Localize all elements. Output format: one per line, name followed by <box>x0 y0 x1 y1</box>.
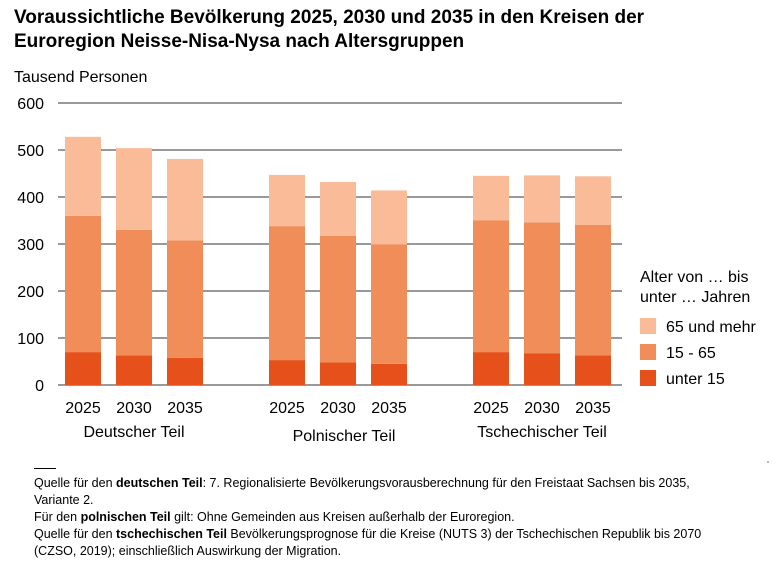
bar-65-plus-1-2035 <box>371 190 407 245</box>
source-notes: Quelle für den deutschen Teil: 7. Region… <box>34 475 754 560</box>
source-text: Quelle für den <box>34 476 116 490</box>
bar-15-65-1-2030 <box>320 236 356 363</box>
y-tick-label-300: 300 <box>17 237 44 254</box>
group-label-0: Deutscher Teil <box>83 424 184 441</box>
bar-15-65-2-2030 <box>524 222 560 354</box>
chart-title-line-2: Euroregion Neisse-Nisa-Nysa nach Altersg… <box>14 31 465 52</box>
bar-under-15-2-2035 <box>575 355 611 385</box>
x-tick-label-1-2035: 2035 <box>371 400 407 417</box>
source-bold: tschechischen Teil <box>116 527 227 541</box>
x-tick-label-2-2030: 2030 <box>524 400 560 417</box>
y-tick-label-500: 500 <box>17 143 44 160</box>
legend-swatch-under-15 <box>640 370 656 386</box>
legend-label-15-65: 15 - 65 <box>666 345 716 362</box>
y-tick-label-400: 400 <box>17 190 44 207</box>
x-tick-label-2-2025: 2025 <box>473 400 509 417</box>
x-tick-label-0-2025: 2025 <box>65 400 101 417</box>
y-axis-label: Tausend Personen <box>14 69 148 86</box>
bar-15-65-0-2035 <box>167 240 203 358</box>
x-tick-label-0-2030: 2030 <box>116 400 152 417</box>
y-tick-label-600: 600 <box>17 96 44 113</box>
legend-title-line-2: unter … Jahren <box>640 289 751 306</box>
bar-15-65-2-2025 <box>473 220 509 353</box>
legend-item-15-65: 15 - 65 <box>640 344 716 364</box>
source-line-2: Variante 2. <box>34 493 94 507</box>
stacked-bar-chart: 0 100 200 300 400 500 600 2025 2030 2035 Deutsche… <box>17 96 622 445</box>
legend-item-65-plus: 65 und mehr <box>640 318 756 338</box>
chart-title-line-1: Voraussichtliche Bevölkerung 2025, 2030 … <box>14 7 645 28</box>
bar-65-plus-1-2030 <box>320 181 356 237</box>
legend-label-65-plus: 65 und mehr <box>666 319 756 336</box>
bar-15-65-1-2035 <box>371 244 407 364</box>
y-tick-label-200: 200 <box>17 284 44 301</box>
group-label-2: Tschechischer Teil <box>477 424 607 441</box>
source-bold: deutschen Teil <box>116 476 203 490</box>
source-bold: polnischen Teil <box>80 510 171 524</box>
source-text: : 7. Regionalisierte Bevölkerungsvorausb… <box>202 476 690 490</box>
source-text: Bevölkerungsprognose für die Kreise (NUT… <box>226 527 702 541</box>
source-line-3: Für den polnischen Teil gilt: Ohne Gemei… <box>34 509 754 526</box>
bar-15-65-0-2025 <box>65 215 101 353</box>
bar-65-plus-1-2025 <box>269 174 305 227</box>
bar-65-plus-2-2030 <box>524 175 560 223</box>
decorative-dot <box>767 461 769 463</box>
bar-65-plus-2-2025 <box>473 175 509 221</box>
bar-65-plus-0-2030 <box>116 148 152 230</box>
chart-title: Voraussichtliche Bevölkerung 2025, 2030 … <box>14 6 774 54</box>
bar-under-15-0-2030 <box>116 355 152 385</box>
bar-under-15-2-2025 <box>473 352 509 385</box>
bar-15-65-0-2030 <box>116 229 152 356</box>
legend-label-under-15: unter 15 <box>666 371 725 388</box>
x-tick-label-2-2035: 2035 <box>575 400 611 417</box>
legend-title: Alter von … bis unter … Jahren <box>640 268 780 308</box>
bar-under-15-1-2035 <box>371 363 407 385</box>
bar-65-plus-0-2035 <box>167 158 203 241</box>
legend-swatch-15-65 <box>640 344 656 360</box>
bar-under-15-1-2030 <box>320 362 356 385</box>
x-tick-label-1-2030: 2030 <box>320 400 356 417</box>
source-line-1: Quelle für den deutschen Teil: 7. Region… <box>34 475 754 492</box>
group-label-1: Polnischer Teil <box>293 428 396 445</box>
source-text: Für den <box>34 510 81 524</box>
source-text: gilt: Ohne Gemeinden aus Kreisen außerha… <box>170 510 515 524</box>
bar-under-15-2-2030 <box>524 353 560 385</box>
source-line-5: (CZSO, 2019); einschließlich Auswirkung … <box>34 544 342 558</box>
footnote-separator <box>34 468 56 469</box>
bar-under-15-0-2025 <box>65 352 101 385</box>
bar-65-plus-2-2035 <box>575 176 611 225</box>
bar-under-15-0-2035 <box>167 357 203 385</box>
y-tick-label-0: 0 <box>35 378 44 395</box>
legend-title-line-1: Alter von … bis <box>640 269 749 286</box>
x-tick-label-0-2035: 2035 <box>167 400 203 417</box>
legend-swatch-65-plus <box>640 318 656 334</box>
bar-under-15-1-2025 <box>269 360 305 385</box>
source-line-4: Quelle für den tschechischen Teil Bevölk… <box>34 526 754 543</box>
source-text: Quelle für den <box>34 527 116 541</box>
y-tick-label-100: 100 <box>17 331 44 348</box>
bar-65-plus-0-2025 <box>65 136 101 216</box>
x-tick-label-1-2025: 2025 <box>269 400 305 417</box>
bar-15-65-1-2025 <box>269 226 305 361</box>
bar-15-65-2-2035 <box>575 224 611 356</box>
legend-item-under-15: unter 15 <box>640 370 725 390</box>
